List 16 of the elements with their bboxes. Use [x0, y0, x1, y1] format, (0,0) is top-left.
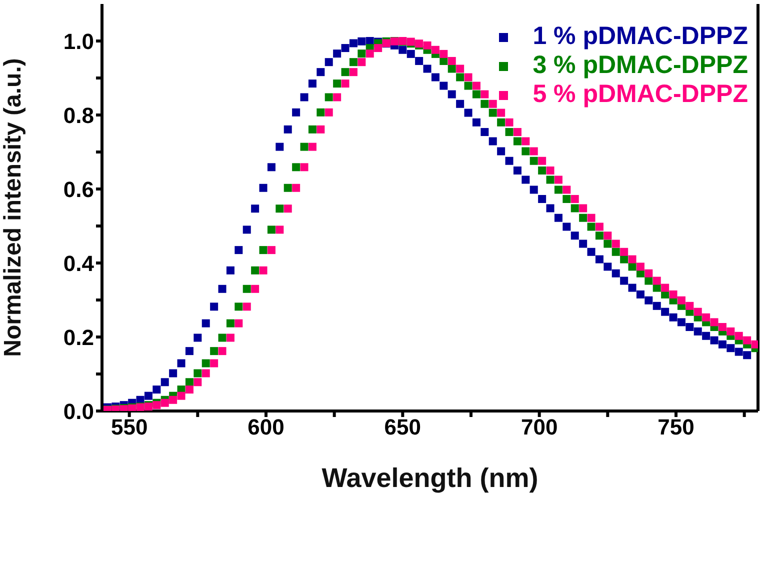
y-tick-label: 1.0: [63, 28, 94, 54]
y-tick-label: 0.2: [63, 324, 94, 350]
y-tick-label: 0.4: [63, 250, 95, 276]
x-tick-label: 650: [384, 414, 422, 440]
x-axis-title: Wavelength (nm): [322, 463, 538, 493]
legend-label: 3 % pDMAC-DPPZ: [532, 51, 748, 80]
legend-label: 5 % pDMAC-DPPZ: [532, 80, 748, 109]
legend-label: 1 % pDMAC-DPPZ: [532, 22, 748, 51]
y-axis-title: Normalized intensity (a.u.): [0, 58, 27, 357]
x-tick-label: 600: [248, 414, 284, 440]
y-tick-label: 0.8: [63, 102, 94, 128]
y-tick-label: 0.6: [63, 176, 94, 202]
y-tick-label: 0.0: [63, 398, 94, 424]
x-tick-label: 700: [520, 414, 558, 440]
x-tick-label: 750: [658, 414, 694, 440]
x-tick-label: 550: [110, 414, 148, 440]
